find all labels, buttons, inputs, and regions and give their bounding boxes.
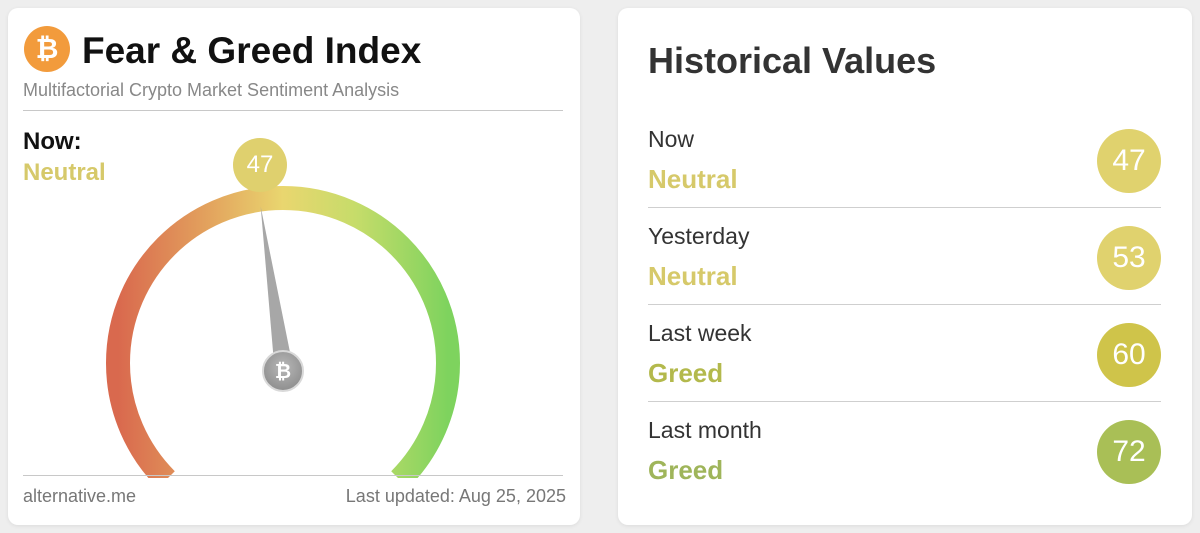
history-row-yesterday: Yesterday Neutral 53 [648, 208, 1161, 305]
gauge-hub-bitcoin-icon: ₿ [275, 359, 291, 383]
fear-greed-card: ₿ Fear & Greed Index Multifactorial Cryp… [8, 8, 580, 525]
sentiment-gauge: ₿ [106, 186, 460, 478]
now-classification: Neutral [23, 159, 106, 186]
history-label: Now [648, 126, 695, 152]
history-classification: Neutral [648, 164, 738, 194]
index-title: Fear & Greed Index [82, 30, 422, 71]
index-subtitle: Multifactorial Crypto Market Sentiment A… [23, 80, 400, 100]
row-divider [648, 304, 1161, 305]
last-updated: Last updated: Aug 25, 2025 [345, 486, 566, 506]
history-score-circle: 53 [1097, 226, 1161, 290]
history-label: Yesterday [648, 223, 750, 249]
row-divider [648, 401, 1161, 402]
history-row-last-month: Last month Greed 72 [648, 402, 1161, 499]
now-label: Now: [23, 128, 82, 155]
row-divider [648, 207, 1161, 208]
gauge-hub-icon [262, 350, 304, 392]
history-classification: Greed [648, 358, 724, 388]
history-classification: Neutral [648, 261, 738, 291]
history-row-now: Now Neutral 47 [648, 111, 1161, 208]
bitcoin-logo-icon: ₿ [24, 26, 70, 72]
historical-title: Historical Values [648, 40, 937, 81]
history-score-circle: 60 [1097, 323, 1161, 387]
historical-values-card: Historical Values Now Neutral 47 Yesterd… [618, 8, 1192, 525]
footer-divider [23, 475, 563, 476]
gauge-arc [106, 186, 460, 478]
source-link[interactable]: alternative.me [23, 486, 137, 506]
current-score-bubble: 47 [233, 138, 287, 192]
history-classification: Greed [648, 455, 724, 485]
history-score-circle: 72 [1097, 420, 1161, 484]
history-row-last-week: Last week Greed 60 [648, 305, 1161, 402]
header-divider [23, 110, 563, 111]
gauge-needle [260, 206, 292, 365]
history-score-circle: 47 [1097, 129, 1161, 193]
history-label: Last month [648, 417, 762, 443]
history-label: Last week [648, 320, 752, 346]
